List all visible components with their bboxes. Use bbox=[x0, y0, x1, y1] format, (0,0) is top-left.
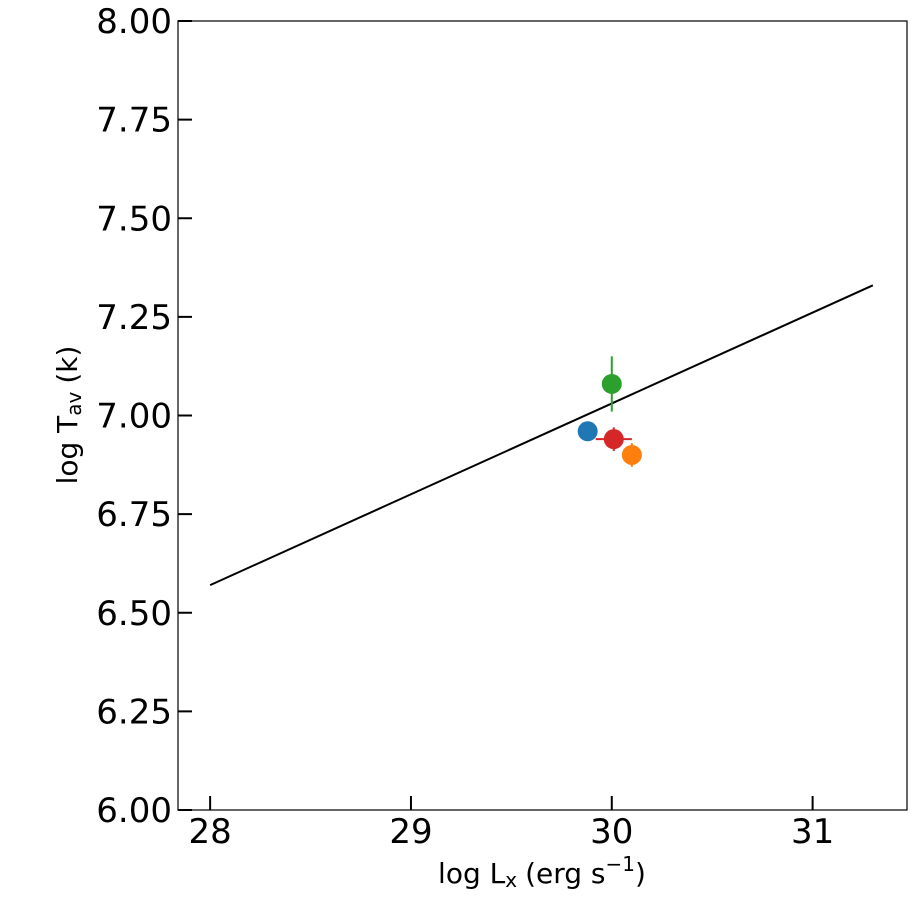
data-point bbox=[603, 429, 624, 450]
y-axis-title: log Tav (k) bbox=[51, 346, 86, 485]
x-tick-label: 31 bbox=[791, 812, 834, 852]
data-points-layer bbox=[577, 356, 642, 467]
y-tick-label: 6.50 bbox=[96, 594, 172, 634]
x-axis-title-sup: −1 bbox=[606, 852, 635, 876]
x-axis-title: log Lx (erg s−1) bbox=[438, 852, 646, 892]
y-tick-label: 7.25 bbox=[96, 298, 172, 338]
fit-line-layer bbox=[209, 284, 874, 587]
x-axis-title-unit: (erg s bbox=[525, 857, 605, 890]
x-tick-label: 28 bbox=[188, 812, 231, 852]
x-axis-title-sub: x bbox=[505, 868, 517, 892]
data-point-group bbox=[601, 356, 622, 412]
y-tick-label: 8.00 bbox=[96, 2, 172, 42]
x-tick-label: 29 bbox=[389, 812, 432, 852]
data-point bbox=[601, 373, 622, 394]
y-axis-ticks: 6.00 6.25 6.50 6.75 7.00 7.25 7.50 7.75 8.00 bbox=[96, 2, 192, 831]
x-axis-title-close: ) bbox=[635, 857, 646, 890]
data-point bbox=[621, 444, 642, 465]
y-tick-label: 7.00 bbox=[96, 397, 172, 437]
y-tick-label: 6.25 bbox=[96, 692, 172, 732]
plot-area-frame bbox=[177, 20, 908, 811]
y-tick-label: 6.00 bbox=[96, 791, 172, 831]
y-axis-title-unit: (k) bbox=[51, 346, 84, 384]
data-point-group bbox=[595, 427, 632, 452]
y-tick-label: 7.75 bbox=[96, 101, 172, 141]
fit-line bbox=[209, 284, 874, 587]
data-point bbox=[577, 421, 598, 442]
y-axis-title-main: log T bbox=[51, 415, 84, 485]
x-tick-label: 30 bbox=[590, 812, 633, 852]
data-point-group bbox=[577, 421, 598, 442]
y-tick-label: 6.75 bbox=[96, 495, 172, 535]
y-axis-title-sub: av bbox=[62, 391, 86, 415]
y-tick-label: 7.50 bbox=[96, 199, 172, 239]
x-axis-title-main: log L bbox=[438, 857, 506, 890]
data-point-group bbox=[621, 443, 642, 467]
x-axis-ticks: 28 29 30 31 bbox=[188, 796, 834, 852]
